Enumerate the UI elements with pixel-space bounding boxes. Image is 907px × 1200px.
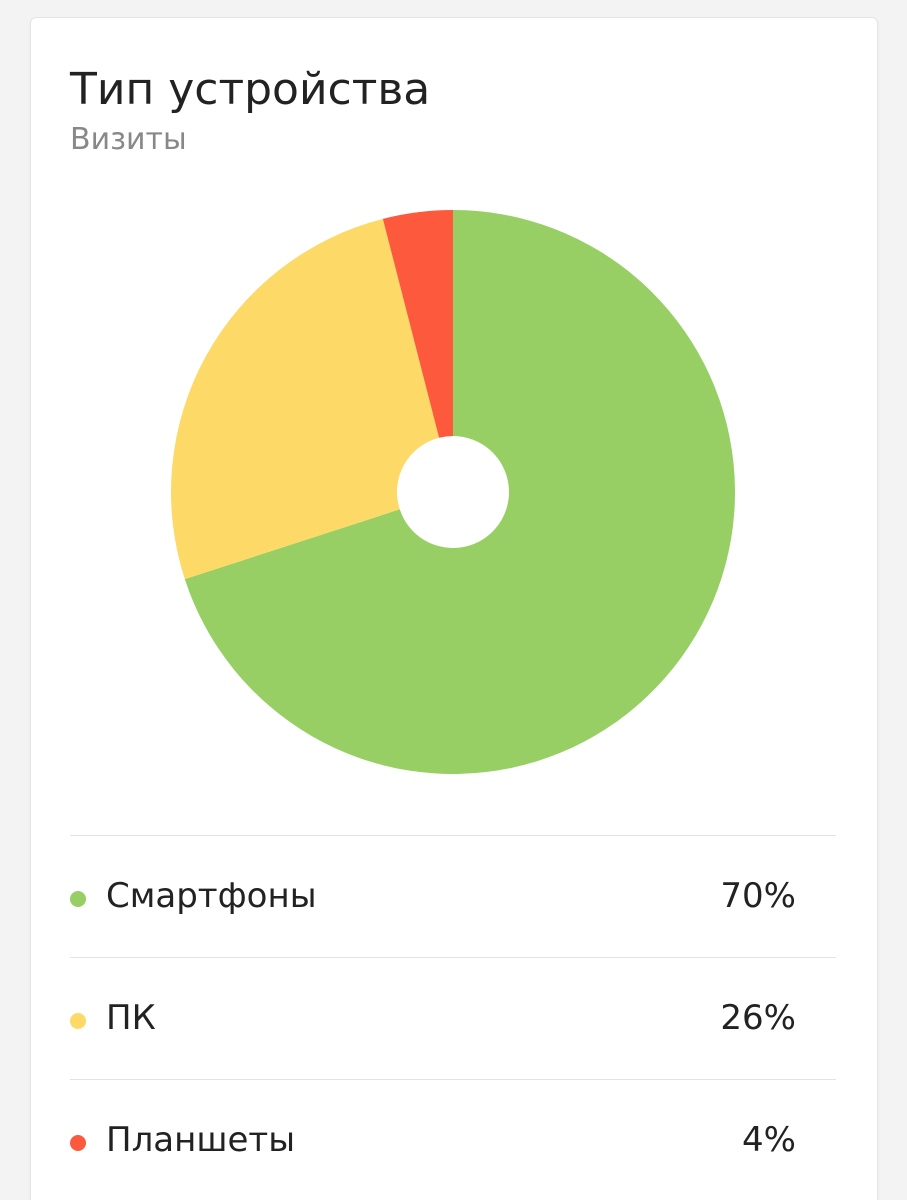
legend-label: ПК — [106, 998, 156, 1038]
legend-value: 4% — [742, 1120, 796, 1160]
legend-item-smartphones[interactable]: Смартфоны 70% — [70, 835, 836, 957]
legend-dot-smartphones — [70, 891, 86, 907]
legend-item-tablets[interactable]: Планшеты 4% — [70, 1079, 836, 1200]
chart-subtitle: Визиты — [70, 122, 187, 157]
device-type-pie-chart — [170, 210, 735, 774]
legend-item-pc[interactable]: ПК 26% — [70, 957, 836, 1079]
slice-pc[interactable] — [170, 218, 440, 580]
legend-dot-pc — [70, 1013, 86, 1029]
legend-value: 26% — [720, 998, 796, 1038]
legend-dot-tablets — [70, 1135, 86, 1151]
slice-smartphones[interactable] — [184, 210, 735, 774]
legend-label: Смартфоны — [106, 876, 317, 916]
chart-title: Тип устройства — [70, 64, 431, 115]
slice-tablets[interactable] — [382, 210, 453, 438]
chart-legend: Смартфоны 70% ПК 26% Планшеты 4% — [70, 835, 836, 1200]
legend-label: Планшеты — [106, 1120, 296, 1160]
legend-value: 70% — [720, 876, 796, 916]
